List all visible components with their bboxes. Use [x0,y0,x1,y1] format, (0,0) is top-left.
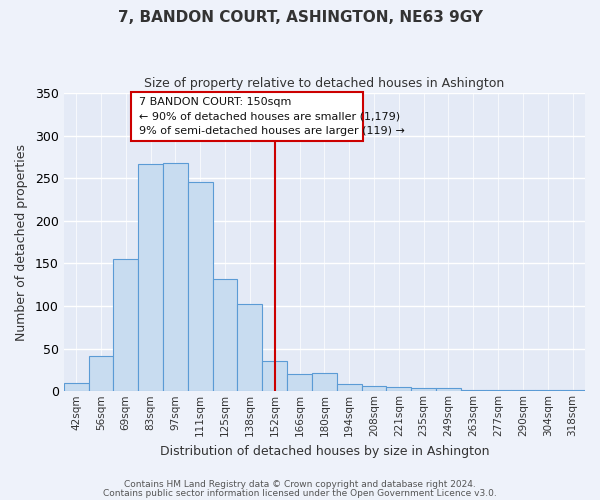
Bar [535,390,560,392]
Bar [461,390,486,392]
Bar [113,259,138,392]
Bar [64,382,89,392]
Bar [238,304,262,392]
Bar [212,279,238,392]
Bar [312,374,337,392]
Bar [386,387,411,392]
Bar [287,374,312,392]
Bar [188,182,212,392]
FancyBboxPatch shape [131,92,364,141]
Bar [436,388,461,392]
Bar [138,164,163,392]
Bar [262,362,287,392]
Bar [362,386,386,392]
Text: Contains public sector information licensed under the Open Government Licence v3: Contains public sector information licen… [103,488,497,498]
Bar [411,388,436,392]
Text: Contains HM Land Registry data © Crown copyright and database right 2024.: Contains HM Land Registry data © Crown c… [124,480,476,489]
Bar [511,390,535,392]
Text: 7 BANDON COURT: 150sqm
← 90% of detached houses are smaller (1,179)
9% of semi-d: 7 BANDON COURT: 150sqm ← 90% of detached… [139,97,405,136]
Title: Size of property relative to detached houses in Ashington: Size of property relative to detached ho… [144,78,505,90]
Bar [560,390,585,392]
Y-axis label: Number of detached properties: Number of detached properties [15,144,28,340]
Text: 7, BANDON COURT, ASHINGTON, NE63 9GY: 7, BANDON COURT, ASHINGTON, NE63 9GY [118,10,482,25]
Bar [163,163,188,392]
Bar [89,356,113,392]
Bar [337,384,362,392]
Bar [486,390,511,392]
X-axis label: Distribution of detached houses by size in Ashington: Distribution of detached houses by size … [160,444,489,458]
